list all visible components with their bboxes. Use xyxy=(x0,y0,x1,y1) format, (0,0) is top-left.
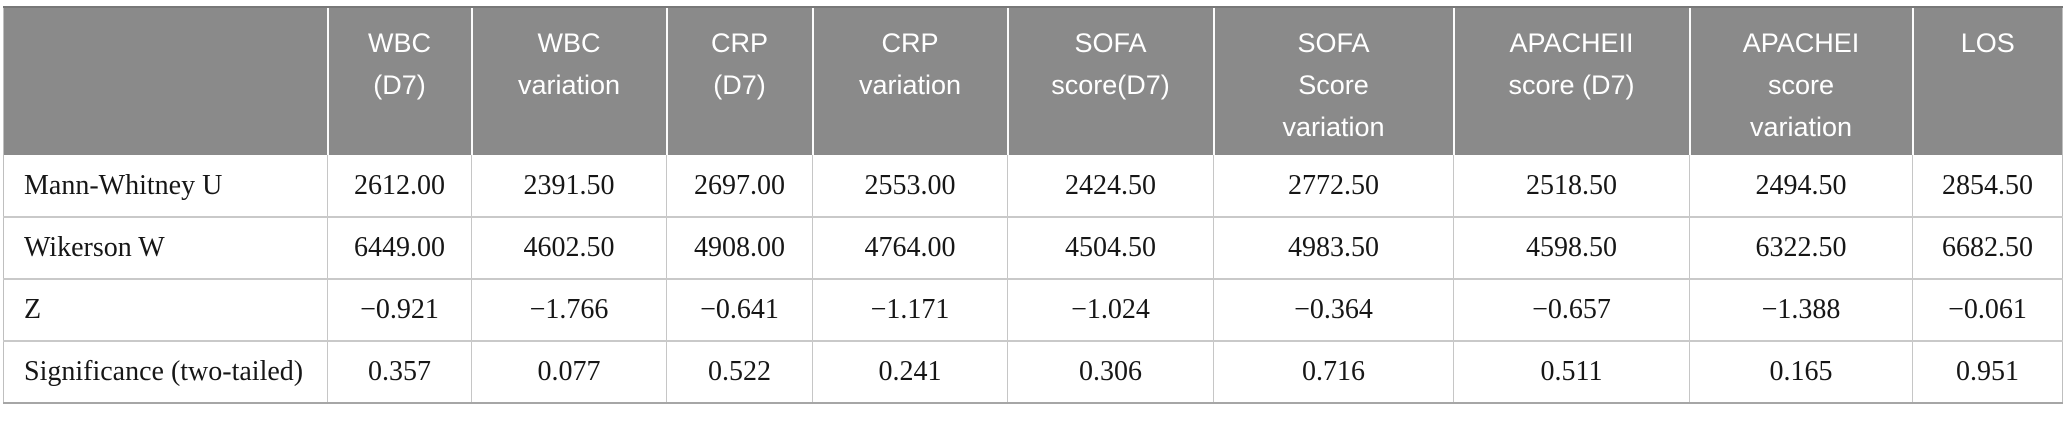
mann-whitney-results-table: WBC (D7) WBC variation CRP (D7) CRP vari… xyxy=(3,6,2063,404)
cell-mann-whitney-apachei-variation: 2494.50 xyxy=(1689,155,1913,217)
cell-wikerson-sofa-variation: 4983.50 xyxy=(1213,216,1454,279)
cell-mann-whitney-los: 2854.50 xyxy=(1912,155,2063,217)
cell-z-crp-d7: −0.641 xyxy=(666,278,813,341)
cell-z-apachei-variation: −1.388 xyxy=(1689,278,1913,341)
col-header-los: LOS xyxy=(1911,6,2063,155)
table-row-mann-whitney-u: Mann-Whitney U 2612.00 2391.50 2697.00 2… xyxy=(3,155,2063,217)
cell-mann-whitney-wbc-variation: 2391.50 xyxy=(471,155,667,217)
col-header-apacheii-score-d7: APACHEII score (D7) xyxy=(1452,6,1690,155)
cell-significance-wbc-d7: 0.357 xyxy=(327,340,472,403)
col-header-empty xyxy=(3,6,328,155)
row-label-z: Z xyxy=(3,278,328,341)
cell-significance-apacheii-d7: 0.511 xyxy=(1453,340,1690,403)
col-header-crp-variation: CRP variation xyxy=(811,6,1008,155)
cell-mann-whitney-wbc-d7: 2612.00 xyxy=(327,155,472,217)
results-table-container: WBC (D7) WBC variation CRP (D7) CRP vari… xyxy=(3,6,2063,404)
cell-z-los: −0.061 xyxy=(1912,278,2063,341)
cell-mann-whitney-crp-variation: 2553.00 xyxy=(812,155,1008,217)
cell-wikerson-wbc-d7: 6449.00 xyxy=(327,216,472,279)
cell-wikerson-apacheii-d7: 4598.50 xyxy=(1453,216,1690,279)
cell-significance-apachei-variation: 0.165 xyxy=(1689,340,1913,403)
table-row-z: Z −0.921 −1.766 −0.641 −1.171 −1.024 −0.… xyxy=(3,278,2063,341)
cell-significance-crp-variation: 0.241 xyxy=(812,340,1008,403)
cell-wikerson-crp-variation: 4764.00 xyxy=(812,216,1008,279)
cell-wikerson-sofa-d7: 4504.50 xyxy=(1007,216,1214,279)
cell-significance-wbc-variation: 0.077 xyxy=(471,340,667,403)
row-label-wikerson-w: Wikerson W xyxy=(3,216,328,279)
cell-significance-sofa-d7: 0.306 xyxy=(1007,340,1214,403)
table-row-wikerson-w: Wikerson W 6449.00 4602.50 4908.00 4764.… xyxy=(3,216,2063,279)
row-label-significance: Significance (two-tailed) xyxy=(3,340,328,403)
cell-z-wbc-variation: −1.766 xyxy=(471,278,667,341)
col-header-wbc-d7: WBC (D7) xyxy=(326,6,472,155)
cell-z-sofa-d7: −1.024 xyxy=(1007,278,1214,341)
cell-z-sofa-variation: −0.364 xyxy=(1213,278,1454,341)
cell-mann-whitney-sofa-d7: 2424.50 xyxy=(1007,155,1214,217)
cell-significance-los: 0.951 xyxy=(1912,340,2063,403)
cell-z-crp-variation: −1.171 xyxy=(812,278,1008,341)
row-label-mann-whitney-u: Mann-Whitney U xyxy=(3,155,328,217)
table-header-row: WBC (D7) WBC variation CRP (D7) CRP vari… xyxy=(3,6,2063,155)
cell-wikerson-crp-d7: 4908.00 xyxy=(666,216,813,279)
cell-wikerson-apachei-variation: 6322.50 xyxy=(1689,216,1913,279)
cell-mann-whitney-apacheii-d7: 2518.50 xyxy=(1453,155,1690,217)
col-header-sofa-score-d7: SOFA score(D7) xyxy=(1006,6,1214,155)
table-row-significance: Significance (two-tailed) 0.357 0.077 0.… xyxy=(3,340,2063,403)
cell-wikerson-wbc-variation: 4602.50 xyxy=(471,216,667,279)
cell-z-apacheii-d7: −0.657 xyxy=(1453,278,1690,341)
cell-mann-whitney-crp-d7: 2697.00 xyxy=(666,155,813,217)
col-header-apachei-score-variation: APACHEI score variation xyxy=(1688,6,1913,155)
cell-wikerson-los: 6682.50 xyxy=(1912,216,2063,279)
cell-significance-crp-d7: 0.522 xyxy=(666,340,813,403)
col-header-crp-d7: CRP (D7) xyxy=(665,6,813,155)
col-header-wbc-variation: WBC variation xyxy=(470,6,667,155)
col-header-sofa-score-variation: SOFA Score variation xyxy=(1212,6,1454,155)
cell-significance-sofa-variation: 0.716 xyxy=(1213,340,1454,403)
cell-z-wbc-d7: −0.921 xyxy=(327,278,472,341)
cell-mann-whitney-sofa-variation: 2772.50 xyxy=(1213,155,1454,217)
